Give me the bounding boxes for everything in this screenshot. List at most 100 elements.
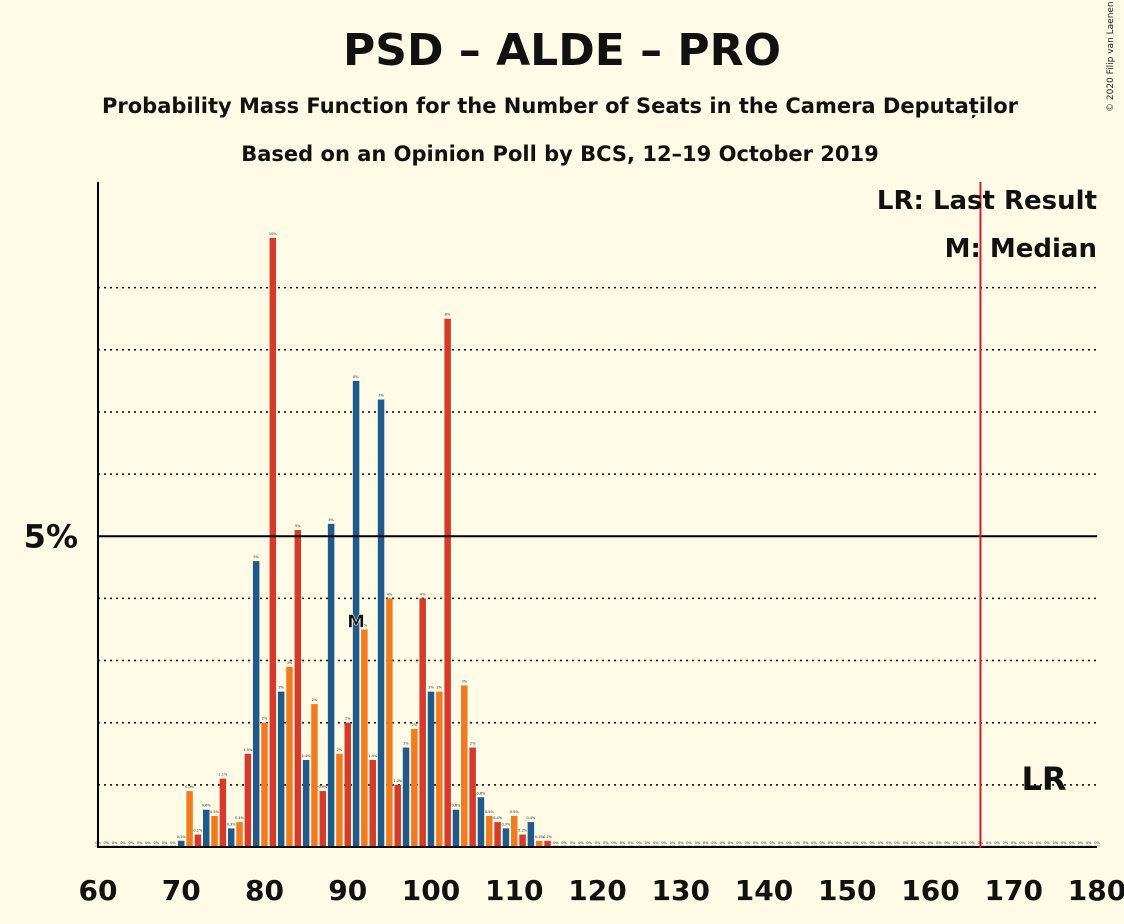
bar-100 bbox=[427, 691, 435, 847]
bar-label-149: 0% bbox=[836, 841, 842, 845]
x-tick-180: 180 bbox=[1068, 874, 1124, 907]
x-axis-ticks: 60 70 80 90 100 110 120 130 140 150 160 170 180 bbox=[79, 874, 1124, 907]
bar-label-97: 2% bbox=[403, 742, 409, 746]
bar-label-152: 0% bbox=[861, 841, 867, 845]
bar-label-138: 0% bbox=[745, 841, 751, 845]
x-tick-130: 130 bbox=[652, 874, 710, 907]
bar-label-125: 0% bbox=[636, 841, 642, 845]
bar-77 bbox=[236, 822, 243, 847]
bar-label-113: 0.1% bbox=[535, 835, 545, 839]
bar-label-155: 0% bbox=[886, 841, 892, 845]
bar-label-154: 0% bbox=[878, 841, 884, 845]
bar-label-179: 0% bbox=[1086, 841, 1092, 845]
bar-label-178: 0% bbox=[1078, 841, 1084, 845]
bar-label-121: 0% bbox=[603, 841, 609, 845]
bar-label-115: 0% bbox=[553, 841, 559, 845]
chart-title: PSD – ALDE – PRO bbox=[343, 25, 781, 76]
bar-label-73: 0.6% bbox=[202, 804, 212, 808]
bar-label-141: 0% bbox=[770, 841, 776, 845]
bar-88 bbox=[327, 523, 335, 847]
bar-label-111: 0.2% bbox=[518, 829, 528, 833]
bar-label-159: 0% bbox=[919, 841, 925, 845]
bar-label-74: 0.5% bbox=[210, 810, 220, 814]
bar-label-146: 0% bbox=[811, 841, 817, 845]
bar-label-150: 0% bbox=[844, 841, 850, 845]
bar-label-169: 0% bbox=[1003, 841, 1009, 845]
x-tick-110: 110 bbox=[485, 874, 543, 907]
bar-label-151: 0% bbox=[853, 841, 859, 845]
bar-label-66: 0% bbox=[145, 841, 151, 845]
bar-103 bbox=[452, 809, 460, 847]
bar-102 bbox=[444, 318, 451, 847]
bar-85 bbox=[302, 759, 310, 847]
bar-98 bbox=[411, 728, 418, 847]
bar-label-104: 3% bbox=[462, 679, 468, 683]
bar-label-92: 4% bbox=[362, 623, 368, 627]
bar-label-172: 0% bbox=[1028, 841, 1034, 845]
bar-label-158: 0% bbox=[911, 841, 917, 845]
bar-91 bbox=[352, 380, 360, 847]
bar-87 bbox=[319, 791, 327, 847]
bar-label-87: 0.9% bbox=[318, 785, 328, 789]
bar-label-98: 2% bbox=[412, 723, 418, 727]
bar-label-114: 0.1% bbox=[543, 835, 553, 839]
bar-112 bbox=[527, 822, 535, 847]
bar-label-162: 0% bbox=[944, 841, 950, 845]
bar-label-70: 0.1% bbox=[177, 835, 187, 839]
bar-label-124: 0% bbox=[628, 841, 634, 845]
x-tick-80: 80 bbox=[245, 874, 284, 907]
bar-110 bbox=[511, 815, 518, 847]
bar-label-72: 0.2% bbox=[193, 829, 203, 833]
bar-73 bbox=[202, 809, 210, 847]
bar-label-116: 0% bbox=[561, 841, 567, 845]
bar-label-148: 0% bbox=[828, 841, 834, 845]
x-tick-90: 90 bbox=[328, 874, 367, 907]
x-tick-70: 70 bbox=[162, 874, 201, 907]
bar-label-156: 0% bbox=[894, 841, 900, 845]
bar-108 bbox=[494, 822, 501, 847]
x-tick-140: 140 bbox=[735, 874, 793, 907]
chart-subtitle-poll: Based on an Opinion Poll by BCS, 12–19 O… bbox=[241, 142, 879, 166]
bar-label-176: 0% bbox=[1061, 841, 1067, 845]
bar-label-118: 0% bbox=[578, 841, 584, 845]
bar-label-177: 0% bbox=[1069, 841, 1075, 845]
bar-76 bbox=[227, 828, 235, 847]
bar-label-71: 0.9% bbox=[185, 785, 195, 789]
bar-label-160: 0% bbox=[928, 841, 934, 845]
bar-label-117: 0% bbox=[570, 841, 576, 845]
bar-74 bbox=[211, 815, 218, 847]
bar-label-79: 5% bbox=[253, 555, 259, 559]
bar-82 bbox=[277, 691, 285, 847]
bar-label-135: 0% bbox=[720, 841, 726, 845]
x-tick-160: 160 bbox=[901, 874, 959, 907]
bar-80 bbox=[261, 722, 268, 847]
bar-label-63: 0% bbox=[120, 841, 126, 845]
bar-label-129: 0% bbox=[670, 841, 676, 845]
bar-label-139: 0% bbox=[753, 841, 759, 845]
bar-label-153: 0% bbox=[869, 841, 875, 845]
bar-label-132: 0% bbox=[695, 841, 701, 845]
bar-label-161: 0% bbox=[936, 841, 942, 845]
bar-label-110: 0.5% bbox=[510, 810, 520, 814]
bar-label-173: 0% bbox=[1036, 841, 1042, 845]
bar-label-84: 5% bbox=[295, 524, 301, 528]
x-tick-170: 170 bbox=[985, 874, 1043, 907]
bar-label-128: 0% bbox=[661, 841, 667, 845]
bar-label-78: 1.5% bbox=[243, 748, 253, 752]
last-result-label: LR bbox=[1021, 760, 1066, 798]
bar-label-88: 5% bbox=[328, 518, 334, 522]
bar-90 bbox=[344, 722, 351, 847]
bar-94 bbox=[377, 399, 385, 847]
bar-107 bbox=[486, 815, 493, 847]
bar-label-157: 0% bbox=[903, 841, 909, 845]
bar-label-143: 0% bbox=[786, 841, 792, 845]
bar-label-83: 3% bbox=[287, 661, 293, 665]
chart-subtitle: Probability Mass Function for the Number… bbox=[102, 94, 1019, 119]
bar-label-180: 0% bbox=[1094, 841, 1100, 845]
bar-label-140: 0% bbox=[761, 841, 767, 845]
bar-label-76: 0.3% bbox=[227, 822, 237, 826]
copyright-note: © 2020 Filip van Laenen bbox=[1106, 1, 1116, 112]
bar-label-105: 2% bbox=[470, 742, 476, 746]
bar-label-106: 0.8% bbox=[476, 791, 486, 795]
